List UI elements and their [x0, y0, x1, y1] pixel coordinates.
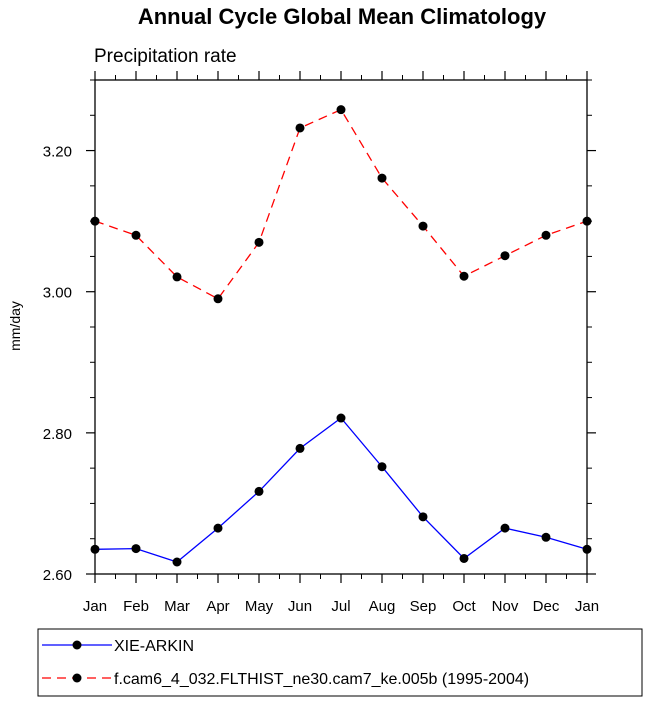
data-point	[500, 251, 510, 261]
legend-label-xie-arkin: XIE-ARKIN	[114, 638, 194, 655]
data-point	[459, 271, 469, 281]
data-point	[336, 105, 346, 115]
x-tick-label: Jul	[331, 598, 350, 615]
data-point	[336, 413, 346, 423]
data-point	[541, 532, 551, 542]
data-point	[90, 544, 100, 554]
data-point	[90, 216, 100, 226]
data-point	[213, 294, 223, 304]
plot-frame	[94, 79, 588, 575]
chart-title: Annual Cycle Global Mean Climatology	[138, 4, 547, 29]
series-line-1	[94, 108, 588, 300]
series-layer	[90, 105, 592, 567]
data-point	[377, 173, 387, 183]
data-point	[582, 544, 592, 554]
x-tick-label: Apr	[206, 598, 229, 615]
data-point	[213, 523, 223, 533]
x-tick-label: Mar	[164, 598, 190, 615]
legend-marker-xie-arkin	[72, 640, 82, 650]
x-tick-label: Jan	[575, 598, 599, 615]
legend-marker-model	[72, 673, 82, 683]
data-point	[418, 512, 428, 522]
x-tick-label: May	[245, 598, 274, 615]
data-point	[254, 486, 264, 496]
data-point	[254, 237, 264, 247]
data-point	[377, 462, 387, 472]
x-tick-label: Jan	[83, 598, 107, 615]
data-point	[418, 221, 428, 231]
data-point	[172, 557, 182, 567]
x-tick-label: Aug	[369, 598, 396, 615]
legend-box	[37, 628, 643, 697]
chart-subtitle: Precipitation rate	[94, 46, 237, 67]
x-tick-label: Jun	[288, 598, 312, 615]
data-point	[459, 553, 469, 563]
x-tick-label: Sep	[410, 598, 437, 615]
x-tick-label: Nov	[492, 598, 519, 615]
data-point	[582, 216, 592, 226]
x-tick-label: Oct	[452, 598, 476, 615]
y-tick-label: 2.80	[43, 426, 72, 443]
data-point	[131, 230, 141, 240]
x-tick-label: Feb	[123, 598, 149, 615]
y-tick-label: 3.20	[43, 144, 72, 161]
x-tick-label: Dec	[533, 598, 560, 615]
y-tick-label: 3.00	[43, 285, 72, 302]
data-point	[295, 443, 305, 453]
data-point	[172, 272, 182, 282]
series-line-0	[94, 417, 588, 563]
legend-label-model: f.cam6_4_032.FLTHIST_ne30.cam7_ke.005b (…	[114, 671, 529, 688]
data-point	[541, 230, 551, 240]
data-point	[131, 544, 141, 554]
data-point	[295, 123, 305, 133]
x-ticks: Jan Feb Mar Apr May Jun Jul Aug Sep Oct Nov Dec Jan	[83, 71, 599, 615]
data-point	[500, 523, 510, 533]
y-tick-label: 2.60	[43, 567, 72, 584]
y-axis-label: mm/day	[7, 301, 23, 351]
legend: XIE-ARKIN f.cam6_4_032.FLTHIST_ne30.cam7…	[37, 628, 643, 697]
y-ticks: 2.60 2.80 3.00 3.20	[43, 79, 596, 584]
